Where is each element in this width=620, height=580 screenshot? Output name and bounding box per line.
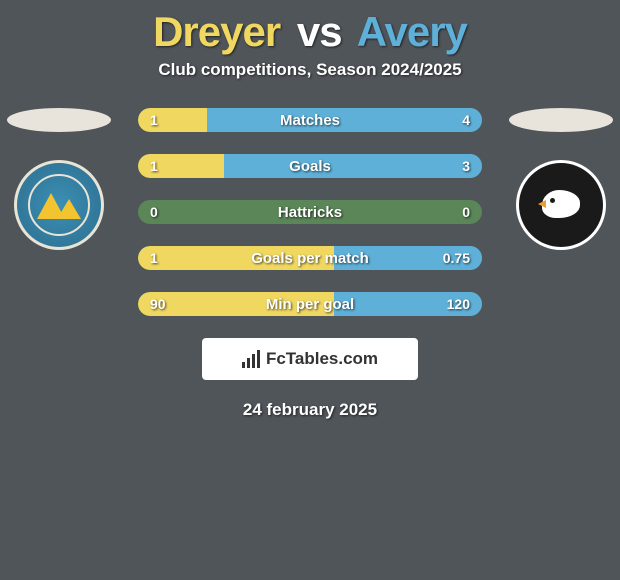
player2-name: Avery [357, 8, 467, 55]
brand-logo: FcTables.com [202, 338, 418, 380]
bars-chart-icon [242, 350, 260, 368]
main-area: 14Matches 13Goals 00Hattricks 10.75Goals pe… [0, 108, 620, 420]
date-label: 24 february 2025 [0, 400, 620, 420]
left-side [4, 108, 114, 250]
stat-row: 10.75Goals per match [138, 246, 482, 270]
stat-row: 00Hattricks [138, 200, 482, 224]
stat-row: 90120Min per goal [138, 292, 482, 316]
bird-icon [536, 180, 586, 230]
right-side [506, 108, 616, 250]
stat-row: 14Matches [138, 108, 482, 132]
stat-row: 13Goals [138, 154, 482, 178]
stat-bars: 14Matches 13Goals 00Hattricks 10.75Goals pe… [138, 108, 482, 316]
stat-label: Goals [138, 154, 482, 178]
stat-label: Min per goal [138, 292, 482, 316]
title: Dreyer vs Avery [0, 0, 620, 60]
stat-label: Hattricks [138, 200, 482, 224]
player1-club-badge [14, 160, 104, 250]
mountain-icon [37, 191, 81, 219]
player1-avatar [7, 108, 111, 132]
player2-avatar [509, 108, 613, 132]
brand-text: FcTables.com [266, 349, 378, 369]
stat-label: Goals per match [138, 246, 482, 270]
vs-label: vs [297, 8, 342, 55]
stat-label: Matches [138, 108, 482, 132]
subtitle: Club competitions, Season 2024/2025 [0, 60, 620, 80]
player2-club-badge [516, 160, 606, 250]
comparison-card: Dreyer vs Avery Club competitions, Seaso… [0, 0, 620, 420]
player1-name: Dreyer [153, 8, 280, 55]
